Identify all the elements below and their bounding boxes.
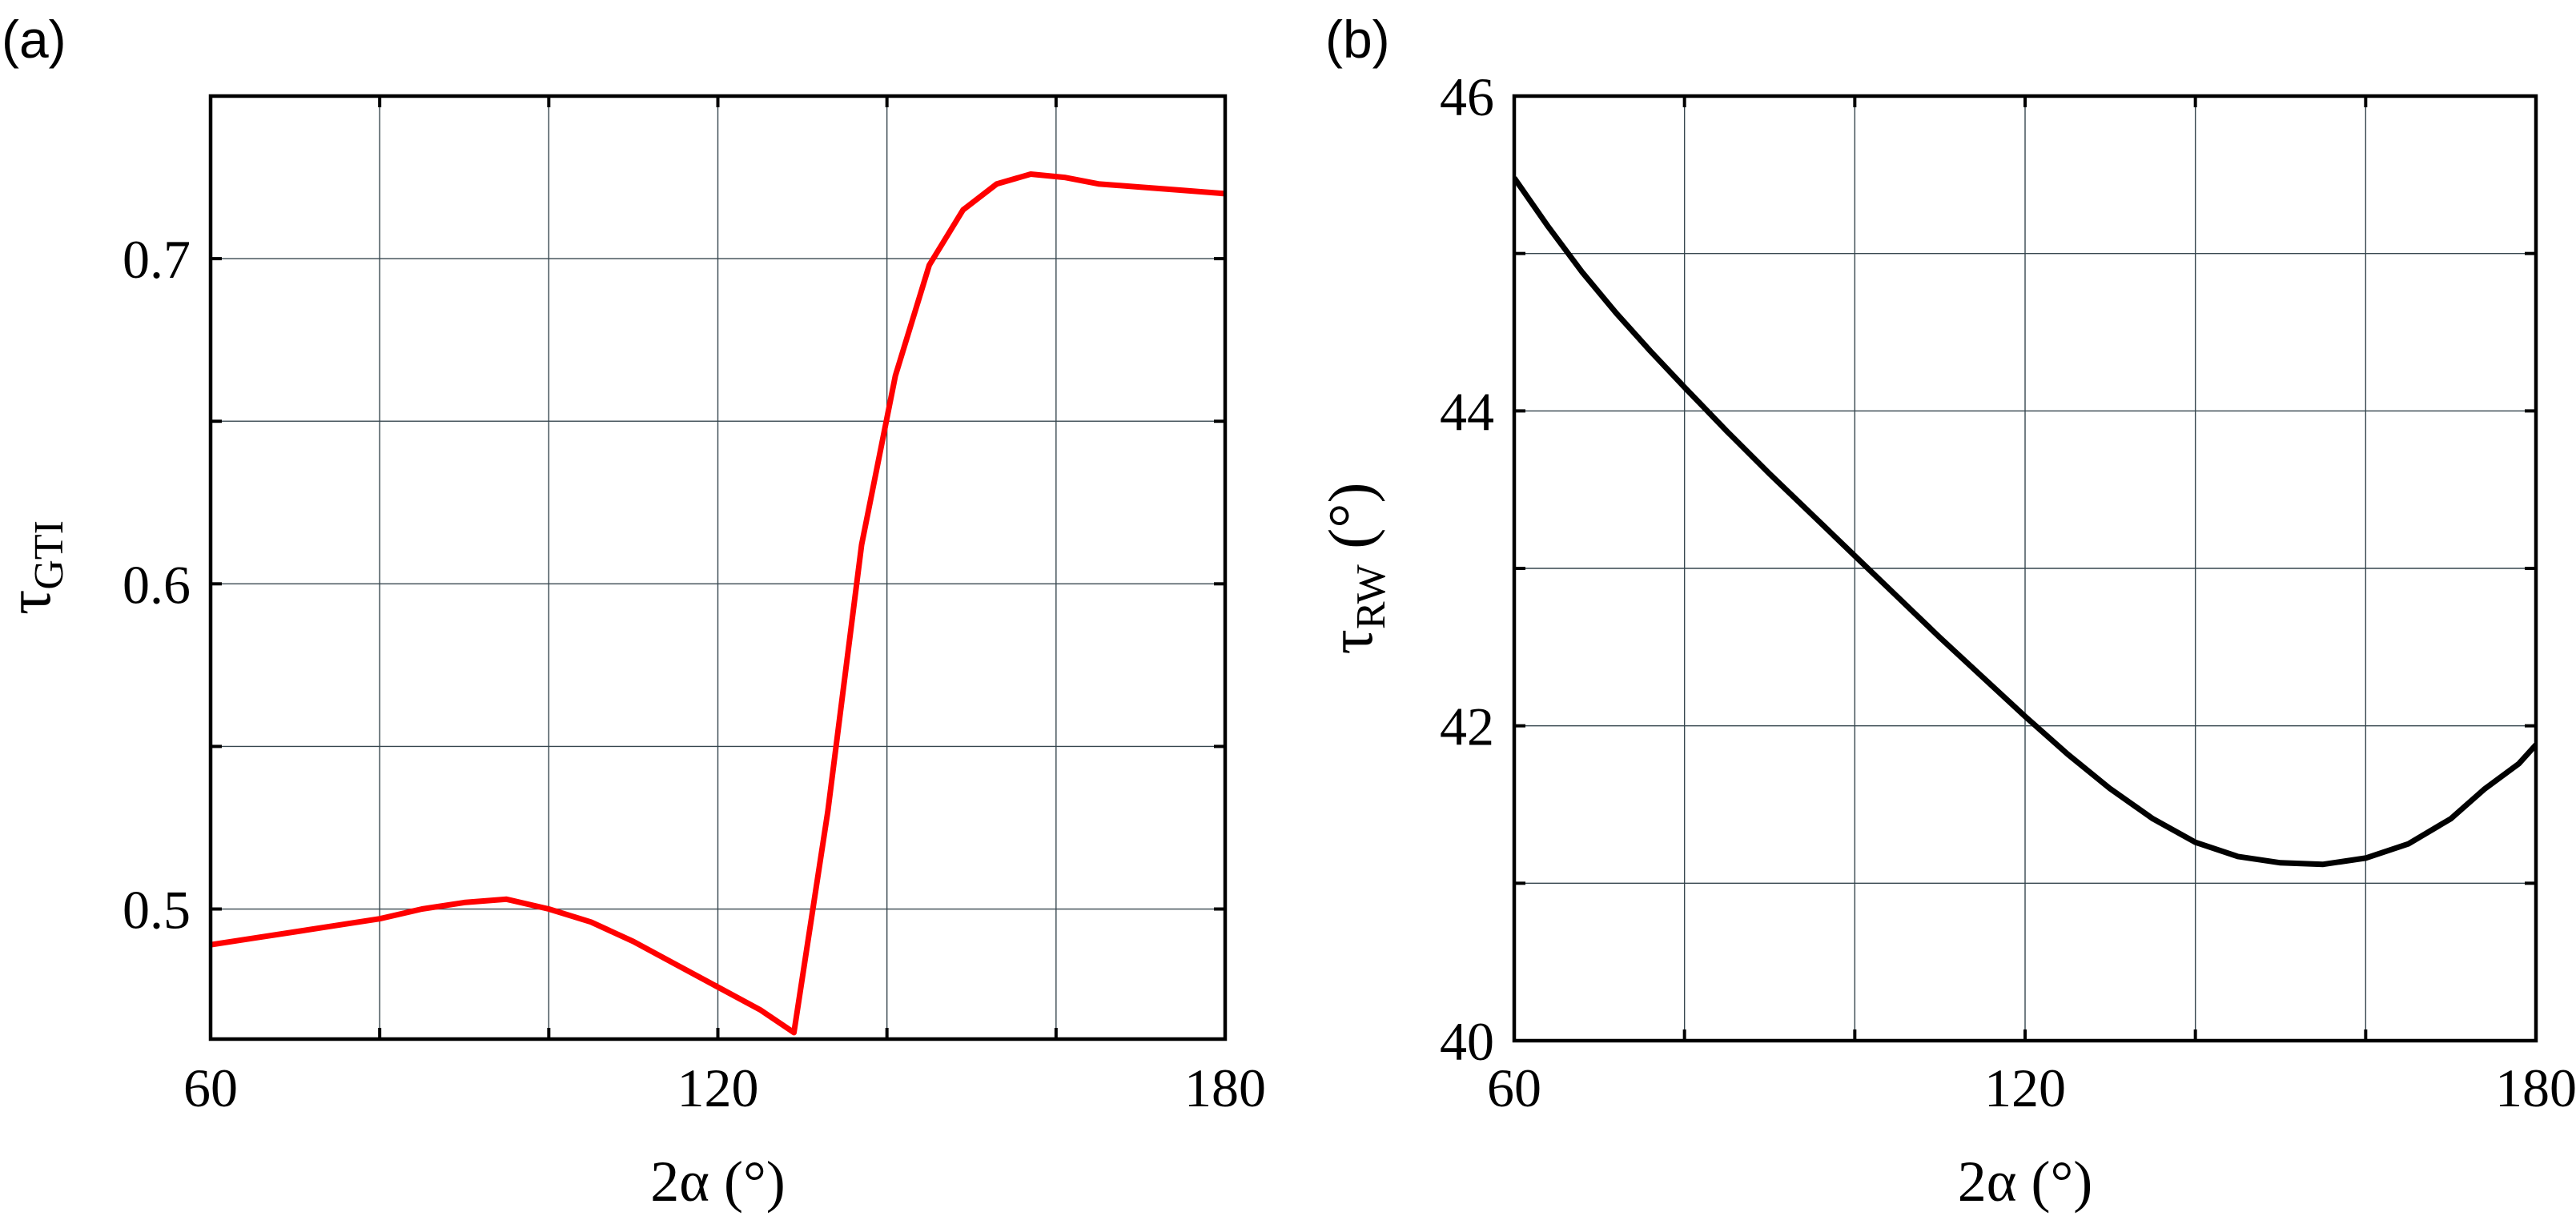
series-line bbox=[1514, 176, 2536, 868]
y-axis-label: τRW (°) bbox=[1316, 483, 1394, 655]
series-line bbox=[211, 171, 1225, 1036]
plot-frame bbox=[208, 94, 1228, 1041]
y-axis-label-subscript: RW bbox=[1348, 564, 1394, 629]
y-tick-label: 42 bbox=[1440, 696, 1494, 757]
panel-tag: (b) bbox=[1325, 10, 1390, 69]
y-axis-label: τGTI bbox=[0, 520, 72, 615]
x-tick-label: 60 bbox=[1487, 1057, 1541, 1118]
panel-b: (b) 40 42 44 46 60 120 180 2α (°) τRW (°) bbox=[1316, 10, 2576, 1214]
x-tick-label: 120 bbox=[677, 1057, 759, 1118]
y-axis-label-subscript: GTI bbox=[26, 520, 72, 590]
x-axis-label: 2α (°) bbox=[1958, 1150, 2092, 1214]
y-tick-label: 44 bbox=[1440, 381, 1494, 442]
y-axis-label-unit: (°) bbox=[1316, 483, 1385, 565]
x-tick-label: 180 bbox=[1184, 1057, 1266, 1118]
panel-a: (a) 0.5 0.6 0.7 60 120 180 2α (°) τGTI bbox=[0, 10, 1266, 1214]
x-tick-label: 180 bbox=[2495, 1057, 2576, 1118]
y-tick-label: 0.5 bbox=[123, 880, 191, 941]
y-axis-label-symbol: τ bbox=[0, 590, 63, 615]
y-tick-label: 46 bbox=[1440, 66, 1494, 127]
y-tick-label: 0.6 bbox=[123, 554, 191, 615]
y-tick-label: 0.7 bbox=[123, 229, 191, 290]
x-tick-label: 60 bbox=[183, 1057, 238, 1118]
plot-frame bbox=[1512, 94, 2538, 1043]
y-axis-label-symbol: τ bbox=[1316, 629, 1385, 654]
y-tick-label: 40 bbox=[1440, 1011, 1494, 1072]
x-axis-label: 2α (°) bbox=[650, 1150, 785, 1214]
panel-tag: (a) bbox=[2, 10, 66, 69]
x-tick-label: 120 bbox=[1984, 1057, 2066, 1118]
